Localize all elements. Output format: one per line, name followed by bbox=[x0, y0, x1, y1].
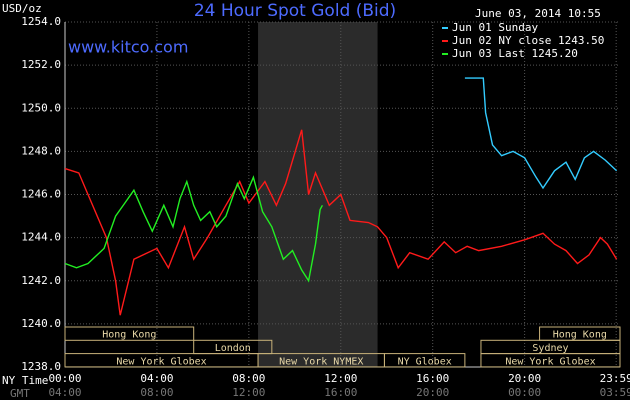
session-box bbox=[480, 353, 621, 368]
session-label: Hong Kong bbox=[102, 330, 156, 341]
plot-area bbox=[64, 21, 621, 368]
x-row-label: NY Time bbox=[2, 374, 48, 387]
x-tick-label: 12:00 bbox=[324, 372, 357, 385]
x-tick-label: 00:00 bbox=[48, 372, 81, 385]
session-label: New York Globex bbox=[505, 356, 595, 367]
x-tick-label: 16:00 bbox=[416, 372, 449, 385]
x2-tick-label: 16:00 bbox=[324, 386, 357, 399]
y-tick-label: 1238.0 bbox=[21, 360, 61, 373]
y-tick-label: 1244.0 bbox=[21, 231, 61, 244]
session-label: London bbox=[215, 343, 251, 354]
session-label: Sydney bbox=[532, 343, 568, 354]
x2-row-label: GMT bbox=[10, 387, 30, 400]
y-tick-label: 1242.0 bbox=[21, 274, 61, 287]
x2-tick-label: 12:00 bbox=[232, 386, 265, 399]
x2-tick-label: 00:00 bbox=[508, 386, 541, 399]
series-line bbox=[64, 175, 324, 283]
y-tick-label: 1248.0 bbox=[21, 144, 61, 157]
session-box bbox=[383, 353, 466, 368]
session-box bbox=[64, 326, 195, 341]
session-label: New York Globex bbox=[116, 356, 206, 367]
x-tick-label: 20:00 bbox=[508, 372, 541, 385]
y-tick-label: 1240.0 bbox=[21, 317, 61, 330]
y-tick-label: 1254.0 bbox=[21, 15, 61, 28]
x2-tick-label: 20:00 bbox=[416, 386, 449, 399]
y-tick-label: 1246.0 bbox=[21, 188, 61, 201]
series-line bbox=[464, 77, 618, 190]
y-tick-label: 1250.0 bbox=[21, 101, 61, 114]
session-label: Hong Kong bbox=[553, 330, 607, 341]
website: www.kitco.com bbox=[68, 38, 188, 57]
legend-label: Jun 02 NY close 1243.50 bbox=[452, 34, 604, 47]
series-line bbox=[64, 129, 618, 316]
legend-label: Jun 01 Sunday bbox=[452, 21, 538, 34]
session-label: NY Globex bbox=[398, 356, 452, 367]
y-unit: USD/oz bbox=[2, 2, 42, 15]
timestamp: June 03, 2014 10:55 bbox=[475, 7, 601, 20]
session-label: New York NYMEX bbox=[279, 356, 363, 367]
y-tick-label: 1252.0 bbox=[21, 58, 61, 71]
x2-tick-label: 03:59 bbox=[600, 386, 630, 399]
x-tick-label: 23:59 bbox=[600, 372, 630, 385]
x2-tick-label: 08:00 bbox=[140, 386, 173, 399]
x2-tick-label: 04:00 bbox=[48, 386, 81, 399]
legend-label: Jun 03 Last 1245.20 bbox=[452, 47, 578, 60]
x-tick-label: 04:00 bbox=[140, 372, 173, 385]
chart-title: 24 Hour Spot Gold (Bid) bbox=[194, 1, 396, 21]
x-tick-label: 08:00 bbox=[232, 372, 265, 385]
